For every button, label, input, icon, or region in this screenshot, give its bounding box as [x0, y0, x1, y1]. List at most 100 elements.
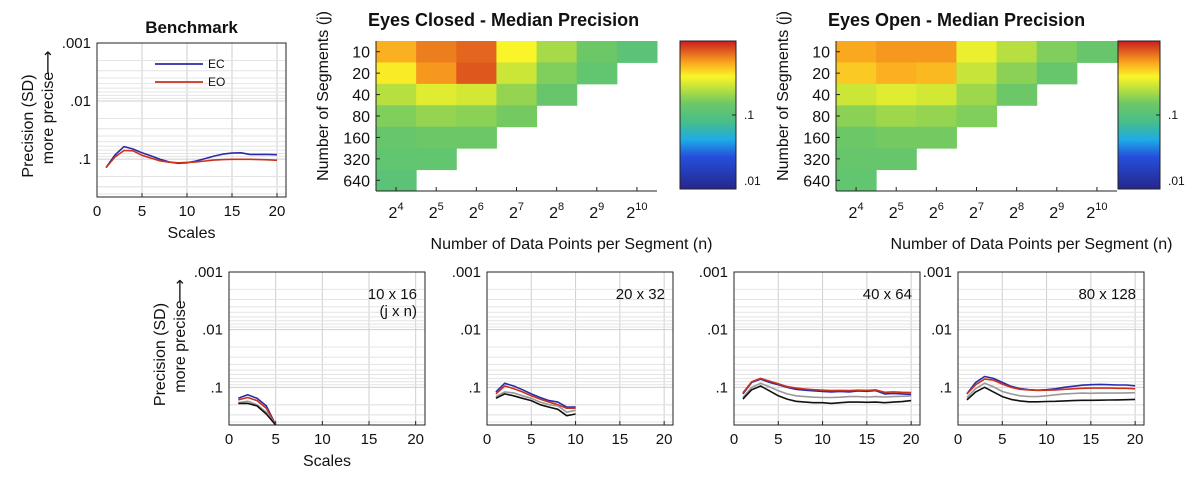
x-tick-exponent: 10 — [1095, 201, 1107, 213]
x-tick-label: 15 — [612, 431, 629, 448]
colorbar-tick-label: .01 — [744, 174, 761, 188]
heatmap-cell — [876, 41, 917, 63]
panel-annotation: 40 x 64 — [863, 286, 912, 303]
colorbar: .1 .01 — [1117, 40, 1185, 190]
y-axis-label: Number of Segments (j) — [775, 11, 792, 181]
small-20x32-panel: 0 5 10 15 20 .001 .01 .1 20 x 32 — [452, 264, 674, 448]
x-tick-base: 2 — [589, 205, 598, 222]
plot-area — [97, 43, 286, 197]
heatmap-cell — [916, 105, 957, 128]
x-tick-label: 5 — [774, 431, 782, 448]
y-tick-label: 10 — [812, 45, 830, 62]
heatmap-cell — [916, 126, 957, 149]
series-line-3 — [238, 402, 277, 425]
heatmap-cell — [616, 41, 658, 63]
panel-annotation: 80 x 128 — [1078, 286, 1136, 303]
x-tick-label: 20 — [407, 431, 424, 448]
heatmap-cell — [376, 83, 417, 106]
x-tick-label: 15 — [859, 431, 876, 448]
y-tick-label: 20 — [812, 66, 830, 83]
heatmap-cell — [376, 169, 417, 192]
x-tick-exponent: 4 — [857, 201, 863, 213]
x-tick-label: 5 — [271, 431, 279, 448]
heatmap-cell — [996, 83, 1038, 106]
heatmap-cell — [876, 62, 917, 85]
series-line-3 — [495, 393, 576, 417]
x-tick-label: 10 — [1038, 431, 1055, 448]
heatmap-cell — [836, 83, 877, 106]
y-axis-label-sub: more precise — [172, 300, 189, 393]
x-tick-label: 29 — [1049, 201, 1064, 222]
colorbar-ramp — [679, 40, 737, 190]
series-line-3 — [742, 385, 912, 405]
x-tick-base: 2 — [429, 205, 438, 222]
heatmap-cell — [876, 126, 917, 149]
x-tick-label: 210 — [626, 201, 647, 222]
colorbar-tick-label: .1 — [744, 108, 754, 122]
heatmap-cell — [376, 148, 417, 171]
x-tick-base: 2 — [969, 205, 978, 222]
y-tick-label: .1 — [939, 379, 952, 396]
x-tick-label: 20 — [903, 431, 920, 448]
heatmap-cell — [836, 169, 877, 192]
heatmap-cell — [416, 62, 457, 85]
heatmap-cell — [876, 148, 917, 171]
x-tick-label: 20 — [1127, 431, 1144, 448]
heatmap-cell — [916, 41, 957, 63]
heatmap-cell — [416, 148, 457, 171]
x-tick-exponent: 10 — [635, 201, 647, 213]
arrow-glyph: ⟶ — [172, 279, 189, 302]
x-tick-label: 0 — [954, 431, 962, 448]
x-tick-label: 25 — [889, 201, 904, 222]
x-tick-exponent: 8 — [1018, 201, 1024, 213]
heatmap-cell — [916, 62, 957, 85]
x-tick-exponent: 5 — [898, 201, 904, 213]
plot-area — [229, 272, 425, 425]
x-tick-exponent: 8 — [558, 201, 564, 213]
x-tick-exponent: 4 — [397, 201, 403, 213]
x-tick-exponent: 7 — [518, 201, 524, 213]
x-tick-base: 2 — [1086, 205, 1095, 222]
x-tick-label: 27 — [509, 201, 524, 222]
y-tick-label: 20 — [352, 66, 370, 83]
y-tick-label: .01 — [707, 322, 728, 339]
series-line-1 — [742, 377, 912, 394]
plot-frame — [733, 271, 921, 426]
heatmap-cell — [1076, 41, 1118, 63]
x-tick-exponent: 6 — [478, 201, 484, 213]
y-tick-label: 160 — [803, 130, 830, 147]
heatmap-cell — [836, 126, 877, 149]
heatmap-cell — [916, 83, 957, 106]
heatmap-cell — [456, 41, 497, 63]
y-tick-label: .001 — [452, 264, 481, 281]
x-tick-label: 210 — [1086, 201, 1107, 222]
small-10x16-panel: 0 5 10 15 20 .001 .01 .1 Scales Precision (SD) mor… — [152, 264, 426, 470]
x-axis-label: Number of Data Points per Segment (n) — [431, 236, 713, 253]
y-tick-label: 80 — [352, 109, 370, 126]
x-tick-base: 2 — [849, 205, 858, 222]
x-tick-label: 10 — [314, 431, 331, 448]
heatmap-cell — [836, 41, 877, 63]
x-tick-label: 10 — [179, 203, 196, 220]
colorbar: .1 .01 — [679, 40, 761, 190]
y-tick-label: .1 — [210, 379, 223, 396]
heatmap-cell — [536, 62, 578, 85]
y-tick-label: 320 — [803, 152, 830, 169]
y-tick-label: 640 — [803, 173, 830, 190]
heatmap-cell — [876, 105, 917, 128]
y-tick-label: .01 — [460, 322, 481, 339]
heatmap-cell — [996, 62, 1038, 85]
heatmap-cell — [416, 41, 457, 63]
series-line-2 — [742, 382, 912, 399]
panel-annotation: 20 x 32 — [616, 286, 665, 303]
heatmap-cell — [956, 62, 998, 85]
y-tick-label: 160 — [343, 130, 370, 147]
x-axis-label: Scales — [303, 453, 351, 470]
heatmap-cell — [836, 62, 877, 85]
y-tick-label: 80 — [812, 109, 830, 126]
plot-frame — [228, 271, 426, 426]
x-tick-base: 2 — [929, 205, 938, 222]
x-tick-label: 5 — [138, 203, 146, 220]
